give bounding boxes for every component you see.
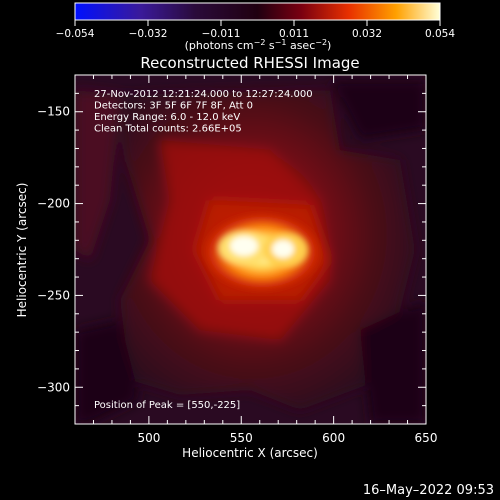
colorbar-tick-label: −0.032 xyxy=(129,28,168,40)
annotation-line: Detectors: 3F 5F 6F 7F 8F, Att 0 xyxy=(94,101,253,112)
x-axis-label: Heliocentric X (arcsec) xyxy=(182,446,318,460)
x-tick-label: 500 xyxy=(137,431,160,445)
plot-frame xyxy=(74,74,427,425)
footer-timestamp: 16–May–2022 09:53 xyxy=(363,483,494,498)
y-axis: −150 −200 −250 −300 xyxy=(37,74,426,425)
chart-title: Reconstructed RHESSI Image xyxy=(140,54,359,72)
colorbar-gradient xyxy=(74,2,441,21)
x-tick-label: 600 xyxy=(322,431,345,445)
y-tick-label: −150 xyxy=(37,105,70,119)
y-tick-label: −300 xyxy=(37,380,70,394)
colorbar-tick-label: −0.054 xyxy=(56,28,95,40)
x-axis: 500 550 600 650 xyxy=(92,75,438,445)
annotation-line: Energy Range: 6.0 - 12.0 keV xyxy=(94,112,240,123)
y-axis-label: Heliocentric Y (arcsec) xyxy=(15,183,29,318)
colorbar-tick-label: 0.032 xyxy=(352,28,382,40)
x-tick-label: 550 xyxy=(230,431,253,445)
colorbar-units: (photons cm−2 s−1 asec−2) xyxy=(185,38,332,52)
colorbar-tick-label: −0.011 xyxy=(202,28,241,40)
colorbar-tick-label: 0.011 xyxy=(279,28,309,40)
annotation-line: 27-Nov-2012 12:21:24.000 to 12:27:24.000 xyxy=(94,89,313,100)
annotation-line: Clean Total counts: 2.66E+05 xyxy=(94,124,242,135)
heatmap-image xyxy=(75,75,426,424)
colorbar-ticks: −0.054 −0.032 −0.011 0.011 0.032 0.054 xyxy=(56,20,455,40)
y-tick-label: −250 xyxy=(37,288,70,302)
observation-annotations: 27-Nov-2012 12:21:24.000 to 12:27:24.000… xyxy=(94,89,313,135)
y-tick-label: −200 xyxy=(37,197,70,211)
peak-position-label: Position of Peak = [550,-225] xyxy=(94,400,240,411)
colorbar-tick-label: 0.054 xyxy=(425,28,455,40)
x-tick-label: 650 xyxy=(415,431,438,445)
